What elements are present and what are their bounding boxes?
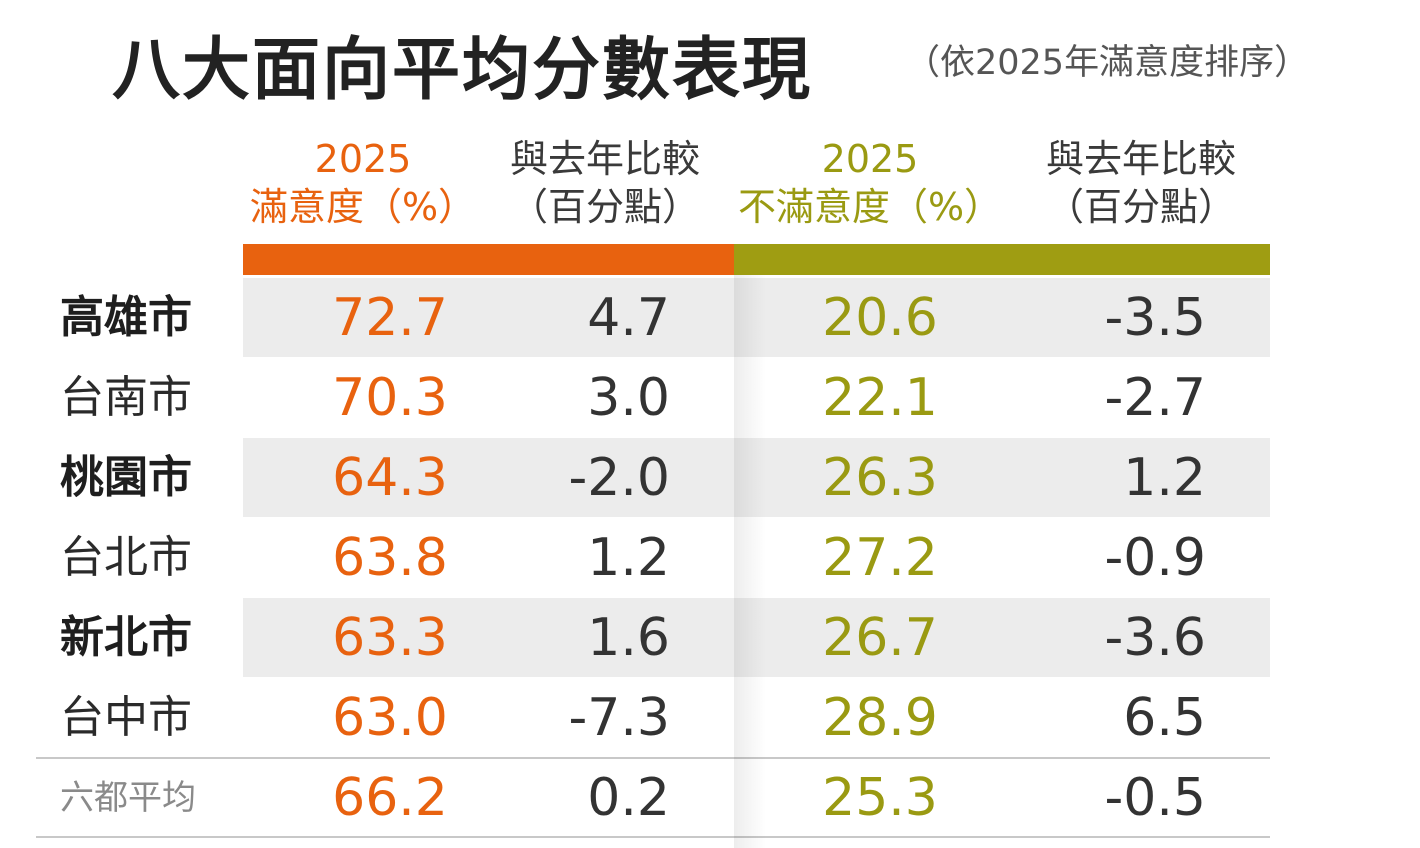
dissatisfaction-value: 27.2 [822,528,938,588]
dissatisfaction-change-value: -0.9 [1104,528,1206,588]
dissatisfaction-change-value: 1.2 [1123,448,1206,508]
average-divider-bottom [36,836,1270,838]
dissatisfaction-change-value: -2.7 [1104,368,1206,428]
satisfaction-change-value: 1.2 [587,528,670,588]
header-satisfaction-year: 2025 [314,137,412,181]
satisfaction-change-value: 1.6 [587,608,670,668]
row-band [243,438,1270,517]
city-label: 桃園市 [60,452,192,503]
satisfaction-change-value: -7.3 [568,688,670,748]
satisfaction-value: 63.3 [332,608,448,668]
chart-title: 八大面向平均分數表現 [112,31,813,110]
header-dissatisfaction-year: 2025 [821,137,919,181]
satisfaction-change-value: 3.0 [587,368,670,428]
satisfaction-value: 72.7 [332,288,448,348]
header-dissatisfaction-change-line1: 與去年比較 [1045,137,1236,181]
header-dissatisfaction: 2025 不滿意度（%） [736,135,1004,231]
row-band [243,598,1270,677]
dissatisfaction-change-value: -3.6 [1104,608,1206,668]
dissatisfaction-change-value: -3.5 [1104,288,1206,348]
dissatisfaction-change-value: 6.5 [1123,688,1206,748]
city-label: 台中市 [60,692,192,743]
satisfaction-value: 64.3 [332,448,448,508]
header-satisfaction-change: 與去年比較 （百分點） [490,135,720,231]
city-label: 新北市 [60,612,192,663]
column-divider-shadow [734,275,766,848]
satisfaction-change-value: -2.0 [568,448,670,508]
chart-subtitle: （依2025年滿意度排序） [905,43,1310,83]
header-satisfaction-change-line2: （百分點） [509,185,700,229]
header-satisfaction-change-line1: 與去年比較 [509,137,700,181]
satisfaction-value: 63.0 [332,688,448,748]
header-dissatisfaction-label: 不滿意度（%） [737,185,1003,229]
dissatisfaction-value: 22.1 [822,368,938,428]
average-divider-top [36,757,1270,759]
city-label: 台南市 [60,372,192,423]
dissatisfaction-value: 26.7 [822,608,938,668]
dissatisfaction-value: 28.9 [822,688,938,748]
average-label: 六都平均 [60,778,196,818]
city-label: 台北市 [60,532,192,583]
satisfaction-value: 63.8 [332,528,448,588]
header-satisfaction: 2025 滿意度（%） [243,135,483,231]
satisfaction-header-bar [243,244,734,275]
header-dissatisfaction-change: 與去年比較 （百分點） [1026,135,1256,231]
dissatisfaction-value: 25.3 [822,768,938,828]
dissatisfaction-change-value: -0.5 [1104,768,1206,828]
city-label: 高雄市 [60,292,192,343]
header-dissatisfaction-change-line2: （百分點） [1045,185,1236,229]
dissatisfaction-value: 26.3 [822,448,938,508]
satisfaction-change-value: 0.2 [587,768,670,828]
satisfaction-value: 70.3 [332,368,448,428]
satisfaction-change-value: 4.7 [587,288,670,348]
row-band [243,278,1270,357]
header-satisfaction-label: 滿意度（%） [249,185,477,229]
dissatisfaction-header-bar [734,244,1270,275]
satisfaction-value: 66.2 [332,768,448,828]
dissatisfaction-value: 20.6 [822,288,938,348]
